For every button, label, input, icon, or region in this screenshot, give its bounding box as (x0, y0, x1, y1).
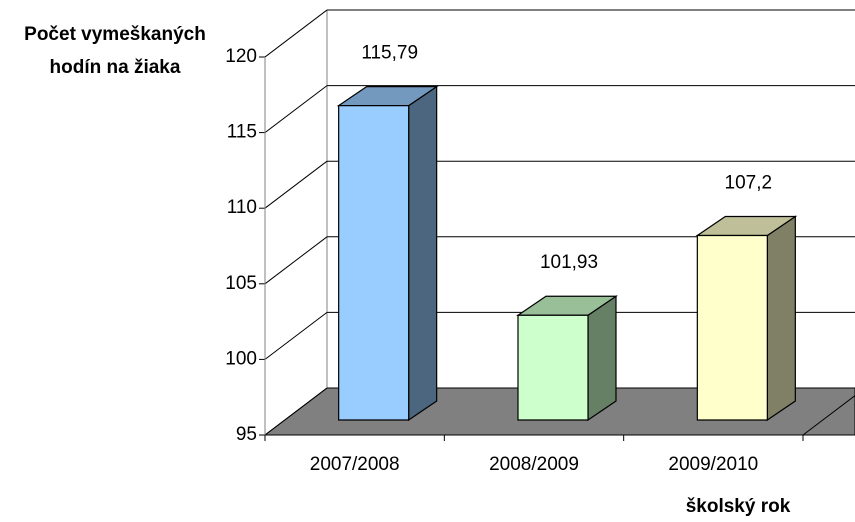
grid-line-side (264, 9, 328, 58)
bar (336, 85, 439, 422)
bar (516, 295, 618, 422)
x-tick-label: 2008/2009 (489, 454, 579, 475)
bar-side (766, 215, 796, 422)
bar-side (408, 85, 438, 422)
y-tick-label: 120 (225, 46, 257, 67)
grid-line-side (264, 160, 328, 209)
grid-line-side (264, 387, 328, 436)
y-tick-label: 105 (225, 273, 257, 294)
bar (695, 215, 798, 422)
y-tick-label: 100 (225, 348, 257, 369)
y-tick-label: 95 (236, 424, 257, 445)
x-tick-label: 2009/2010 (668, 454, 758, 475)
y-tick-label: 110 (227, 197, 257, 218)
grid-line-side (264, 85, 328, 133)
bar-front (517, 314, 589, 421)
value-label: 101,93 (540, 252, 598, 273)
bar-side (587, 295, 617, 422)
grid-line-side (264, 236, 328, 285)
y-tick-label: 115 (227, 122, 257, 143)
value-label: 107,2 (725, 173, 773, 194)
grid-line-side (264, 312, 328, 360)
x-tick-label: 2007/2008 (310, 454, 400, 475)
bar-front (696, 234, 768, 421)
y-axis-title: Počet vymeškaných hodín na žiaka (24, 24, 206, 78)
x-axis-title: školský rok (686, 496, 791, 517)
value-label: 115,79 (361, 43, 418, 64)
bar-front (338, 105, 410, 421)
